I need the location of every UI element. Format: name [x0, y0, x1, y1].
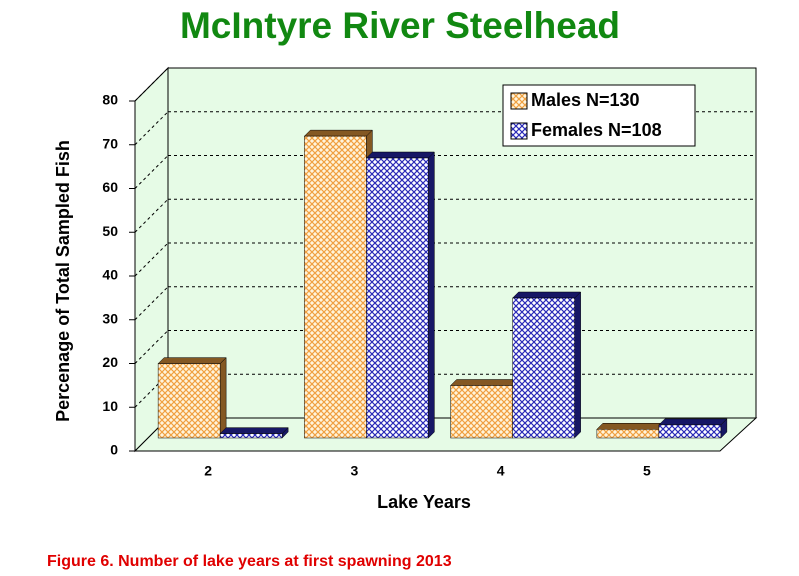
y-tick-label: 10: [102, 398, 118, 414]
bar-top: [157, 357, 227, 364]
bar-side: [428, 151, 435, 439]
caption: Figure 6. Number of lake years at first …: [47, 553, 452, 570]
chart-title: McIntyre River Steelhead: [180, 5, 620, 46]
grid-line: [134, 67, 169, 102]
bar-top: [365, 151, 435, 159]
grid-line: [134, 155, 169, 189]
legend-swatch: [510, 122, 528, 140]
y-tick-label: 50: [102, 223, 118, 239]
bar: [658, 424, 722, 439]
y-tick-label: 30: [102, 310, 118, 326]
y-tick-label: 40: [102, 267, 118, 283]
y-tick-label: 20: [102, 354, 118, 370]
grid-line: [134, 111, 169, 146]
x-tick-label: 4: [497, 463, 505, 479]
bar-top: [303, 129, 373, 137]
bar: [304, 135, 367, 439]
bar: [596, 429, 660, 439]
legend-label: Males N=130: [531, 90, 640, 110]
y-tick-label: 80: [102, 92, 118, 108]
bar: [157, 363, 221, 439]
x-tick-label: 5: [643, 463, 651, 479]
legend-label: Females N=108: [531, 120, 662, 140]
grid-line: [134, 242, 169, 277]
x-axis-label: Lake Years: [377, 492, 471, 512]
y-tick-label: 60: [102, 179, 118, 195]
bar-top: [512, 291, 582, 299]
y-tick-label: 70: [102, 135, 118, 151]
x-tick-label: 2: [204, 463, 212, 479]
legend-box: [502, 84, 696, 147]
grid-line: [134, 198, 169, 233]
bar-top: [219, 427, 289, 434]
bar-top: [658, 418, 728, 426]
bar-top: [596, 423, 666, 430]
bar: [219, 433, 283, 439]
grid-line: [134, 330, 169, 364]
y-tick-label: 0: [110, 442, 118, 458]
bar-side: [219, 357, 227, 439]
grid-line: [134, 286, 169, 321]
bar-top: [450, 379, 520, 386]
y-axis-label: Percenage of Total Sampled Fish: [53, 140, 73, 422]
bar: [450, 385, 513, 439]
bar: [366, 157, 429, 439]
bar: [512, 297, 575, 439]
x-tick-label: 3: [350, 463, 358, 479]
legend-swatch: [510, 92, 528, 110]
bar-side: [574, 291, 581, 439]
